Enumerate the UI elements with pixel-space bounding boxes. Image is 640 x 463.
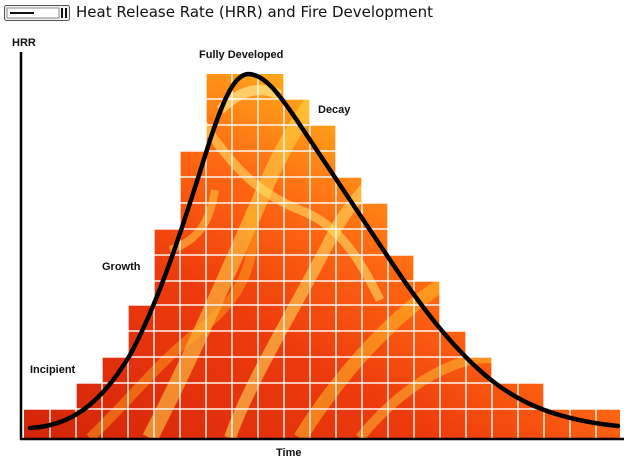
axes: [19, 52, 624, 441]
page-title: Heat Release Rate (HRR) and Fire Develop…: [76, 3, 433, 21]
x-axis-label: Time: [276, 447, 301, 459]
stage-label-decay: Decay: [318, 104, 351, 116]
hrr-curve: [27, 71, 621, 431]
window-control-icon: [4, 5, 70, 21]
header: Heat Release Rate (HRR) and Fire Develop…: [0, 0, 640, 24]
stage-label-incipient: Incipient: [30, 364, 76, 376]
y-axis-label: HRR: [12, 37, 36, 49]
stage-label-fully-developed: Fully Developed: [199, 49, 283, 61]
stage-label-growth: Growth: [102, 261, 141, 273]
